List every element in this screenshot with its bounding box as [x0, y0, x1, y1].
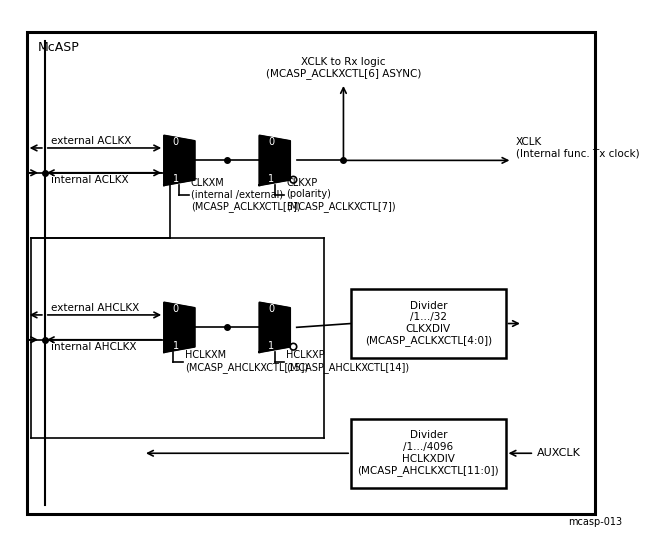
Text: 1: 1: [268, 341, 274, 351]
Bar: [351, 289, 506, 358]
Text: XCLK to Rx logic
(MCASP_ACLKXCTL[6] ASYNC): XCLK to Rx logic (MCASP_ACLKXCTL[6] ASYN…: [266, 57, 421, 79]
Text: Divider
/1.../32
CLKXDIV
(MCASP_ACLKXCTL[4:0]): Divider /1.../32 CLKXDIV (MCASP_ACLKXCTL…: [365, 301, 492, 347]
Text: 1: 1: [173, 341, 179, 351]
Text: 0: 0: [173, 304, 179, 313]
Text: 1: 1: [268, 174, 274, 184]
Text: AUXCLK: AUXCLK: [537, 448, 581, 458]
Text: McASP: McASP: [38, 41, 80, 54]
Text: 0: 0: [268, 137, 274, 146]
Text: 1: 1: [173, 174, 179, 184]
Text: CLKXM
(internal /external)
(MCASP_ACLKXCTL[5]): CLKXM (internal /external) (MCASP_ACLKXC…: [191, 178, 300, 212]
Polygon shape: [164, 135, 195, 185]
Polygon shape: [259, 135, 290, 185]
Polygon shape: [164, 302, 195, 352]
Text: external AHCLKX: external AHCLKX: [51, 303, 139, 313]
Text: HCLKXM
(MCASP_AHCLKXCTL[15]): HCLKXM (MCASP_AHCLKXCTL[15]): [185, 350, 308, 373]
Text: mcasp-013: mcasp-013: [568, 517, 622, 527]
Text: XCLK
(Internal func. Tx clock): XCLK (Internal func. Tx clock): [516, 137, 640, 158]
Text: external ACLKX: external ACLKX: [51, 136, 131, 146]
Text: internal ACLKX: internal ACLKX: [51, 175, 128, 185]
Bar: [351, 419, 506, 487]
Text: 0: 0: [173, 137, 179, 146]
Text: HCLKXP
(MCASP_AHCLKXCTL[14]): HCLKXP (MCASP_AHCLKXCTL[14]): [286, 350, 409, 373]
Text: CLKXP
(polarity)
(MCASP_ACLKXCTL[7]): CLKXP (polarity) (MCASP_ACLKXCTL[7]): [286, 178, 396, 212]
Text: internal AHCLKX: internal AHCLKX: [51, 342, 136, 351]
Polygon shape: [259, 302, 290, 352]
Text: 0: 0: [268, 304, 274, 313]
Text: Divider
/1.../4096
HCLKXDIV
(MCASP_AHCLKXCTL[11:0]): Divider /1.../4096 HCLKXDIV (MCASP_AHCLK…: [358, 430, 499, 476]
